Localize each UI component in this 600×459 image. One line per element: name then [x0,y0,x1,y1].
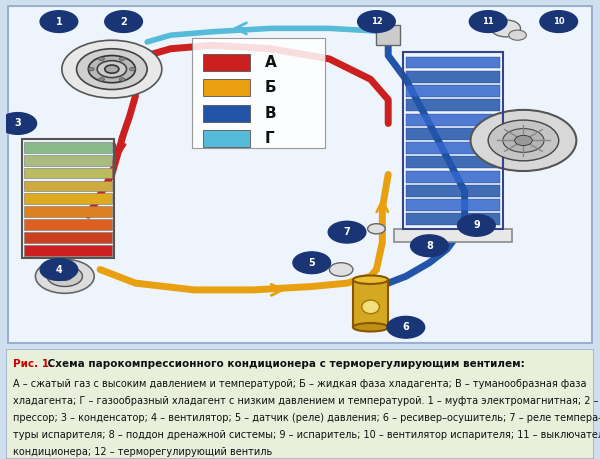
Bar [394,229,512,242]
Text: 1: 1 [56,17,62,27]
Bar [406,171,500,183]
Circle shape [58,272,72,280]
Circle shape [470,110,577,171]
FancyBboxPatch shape [193,38,325,148]
Bar [23,193,112,204]
Bar [23,180,112,191]
Text: 11: 11 [482,17,494,26]
Bar [406,142,500,154]
Bar [406,71,500,83]
Text: 4: 4 [56,264,62,274]
Text: В: В [265,106,277,121]
Circle shape [458,214,495,236]
Circle shape [35,259,94,293]
Bar [22,139,113,257]
Bar [406,199,500,211]
Circle shape [488,120,559,161]
Text: А – сжатый газ с высоким давлением и температурой; Б – жидкая фаза хладагента; В: А – сжатый газ с высоким давлением и тем… [13,379,587,389]
Circle shape [329,263,353,276]
Bar [23,168,112,179]
Text: 8: 8 [426,241,433,251]
Circle shape [509,30,526,40]
Bar [406,185,500,197]
Text: кондиционера; 12 – терморегулирующий вентиль: кондиционера; 12 – терморегулирующий вен… [13,447,272,457]
Bar [406,114,500,125]
Circle shape [105,65,119,73]
Bar [376,25,400,45]
Bar [203,79,250,96]
Circle shape [130,67,136,71]
Bar [23,245,112,256]
Circle shape [491,20,521,37]
Bar [203,130,250,147]
Text: прессор; 3 – конденсатор; 4 – вентилятор; 5 – датчик (реле) давления; 6 – ресиве: прессор; 3 – конденсатор; 4 – вентилятор… [13,413,600,423]
Circle shape [387,316,425,338]
Circle shape [40,11,78,33]
Circle shape [328,221,366,243]
Circle shape [410,235,448,257]
Text: Г: Г [265,131,274,146]
Circle shape [105,11,142,33]
Circle shape [503,129,544,152]
Ellipse shape [353,275,388,284]
Bar [23,219,112,230]
Text: Схема парокомпрессионного кондиционера с терморегулирующим вентилем:: Схема парокомпрессионного кондиционера с… [44,359,525,369]
Circle shape [540,11,578,33]
Circle shape [62,40,162,98]
Text: 9: 9 [473,220,480,230]
Bar [23,142,112,153]
Circle shape [119,57,125,61]
Text: хладагента; Г – газообразный хладагент с низким давлением и температурой. 1 – му: хладагента; Г – газообразный хладагент с… [13,396,600,406]
Bar [403,52,503,229]
Circle shape [0,112,37,134]
Text: 2: 2 [120,17,127,27]
Circle shape [368,224,385,234]
Bar [406,85,500,97]
Ellipse shape [362,300,379,313]
Text: 5: 5 [308,258,315,268]
Circle shape [40,259,78,280]
Bar [23,232,112,243]
Bar [406,56,500,68]
Circle shape [515,135,532,146]
Bar [23,155,112,166]
Text: 10: 10 [553,17,565,26]
Bar [23,207,112,217]
Circle shape [77,49,147,90]
Circle shape [98,57,104,61]
Circle shape [358,11,395,33]
Bar [406,213,500,225]
Text: 6: 6 [403,322,409,332]
Ellipse shape [353,323,388,331]
Circle shape [119,78,125,81]
Bar [406,157,500,168]
Text: 3: 3 [14,118,21,129]
Circle shape [88,56,136,83]
Circle shape [98,78,104,81]
Circle shape [469,11,507,33]
Text: 7: 7 [344,227,350,237]
Text: туры испарителя; 8 – поддон дренажной системы; 9 – испаритель; 10 – вентилятор и: туры испарителя; 8 – поддон дренажной си… [13,430,600,440]
Text: Б: Б [265,80,277,95]
Circle shape [47,266,82,286]
Text: Рис. 1.: Рис. 1. [13,359,53,369]
Text: А: А [265,55,277,70]
Circle shape [97,61,127,78]
Circle shape [88,67,94,71]
Bar [203,54,250,71]
Bar [406,99,500,111]
Bar [203,105,250,122]
Bar [353,280,388,327]
Circle shape [293,252,331,274]
Bar [406,128,500,140]
Text: 12: 12 [371,17,382,26]
